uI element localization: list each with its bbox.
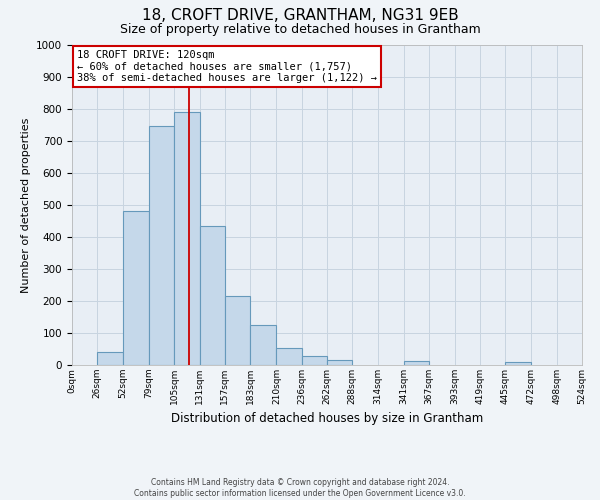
Bar	[505, 362, 532, 365]
Bar	[199, 226, 225, 365]
Text: Contains HM Land Registry data © Crown copyright and database right 2024.
Contai: Contains HM Land Registry data © Crown c…	[134, 478, 466, 498]
Bar	[404, 361, 429, 365]
Bar	[327, 360, 352, 365]
Text: 18 CROFT DRIVE: 120sqm
← 60% of detached houses are smaller (1,757)
38% of semi-: 18 CROFT DRIVE: 120sqm ← 60% of detached…	[77, 50, 377, 83]
Bar	[97, 352, 122, 365]
Bar	[149, 126, 174, 365]
Bar	[122, 211, 149, 365]
X-axis label: Distribution of detached houses by size in Grantham: Distribution of detached houses by size …	[171, 412, 483, 426]
Bar	[277, 348, 302, 365]
Y-axis label: Number of detached properties: Number of detached properties	[20, 118, 31, 292]
Bar	[250, 324, 277, 365]
Bar	[225, 296, 250, 365]
Text: 18, CROFT DRIVE, GRANTHAM, NG31 9EB: 18, CROFT DRIVE, GRANTHAM, NG31 9EB	[142, 8, 458, 22]
Bar	[302, 356, 327, 365]
Bar	[174, 112, 200, 365]
Text: Size of property relative to detached houses in Grantham: Size of property relative to detached ho…	[119, 22, 481, 36]
